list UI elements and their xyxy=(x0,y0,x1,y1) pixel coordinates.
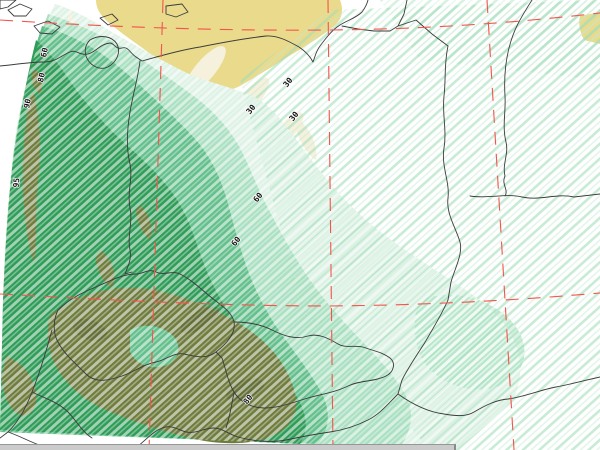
contour-label: 95 xyxy=(12,177,22,188)
border-kaliningrad xyxy=(341,0,408,32)
longitude-line-center xyxy=(327,0,334,450)
contour-label: 60 xyxy=(39,47,50,58)
border-ukraine-south-chain xyxy=(397,376,600,417)
contour-label: 80 xyxy=(36,72,47,83)
dry-area-main xyxy=(96,0,342,92)
field-streaks xyxy=(0,4,521,450)
island-outline xyxy=(33,20,61,35)
latitude-line-south xyxy=(0,292,600,307)
faint-streaks-topright xyxy=(380,0,600,80)
border-oder-neisse xyxy=(124,60,141,275)
border-slovakia-south xyxy=(215,321,394,409)
border-alps-south xyxy=(31,391,93,439)
horizontal-scrollbar-thumb[interactable] xyxy=(0,444,456,450)
border-austria-hungary xyxy=(225,391,235,429)
latitude-line-north xyxy=(0,12,600,31)
border-czechia-outline xyxy=(53,270,235,381)
seafoam-streaks xyxy=(414,295,525,390)
island-outline xyxy=(165,3,189,18)
longitude-line-west xyxy=(148,0,164,450)
island-outline xyxy=(84,36,119,69)
border-hungary-south-chain xyxy=(137,393,399,447)
border-poland-ukraine xyxy=(397,299,449,395)
island-outline xyxy=(99,13,119,26)
corner-land-outline xyxy=(0,0,17,10)
border-lithuania-belarus xyxy=(503,0,533,197)
border-belarus-ukraine xyxy=(469,193,600,199)
island-outline xyxy=(7,3,33,17)
border-poland-belarus xyxy=(442,45,462,301)
baltic-coastline xyxy=(0,0,369,67)
contour-label: 90 xyxy=(22,98,33,109)
longitude-line-east xyxy=(486,0,515,450)
